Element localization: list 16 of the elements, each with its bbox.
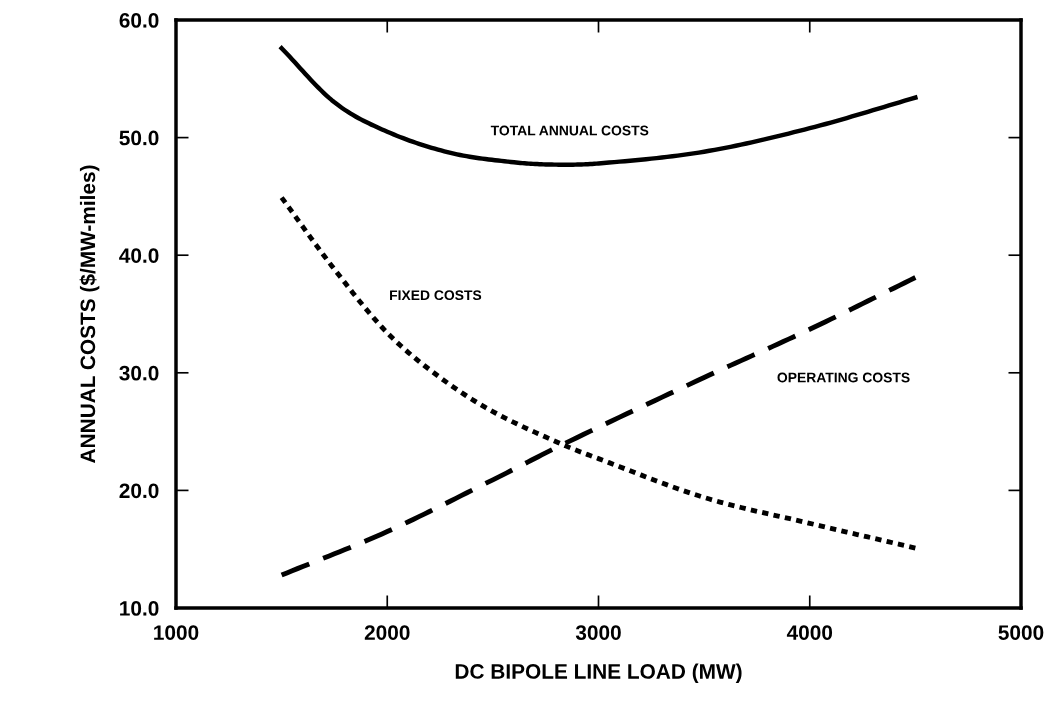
series-label: OPERATING COSTS [777, 372, 910, 383]
y-tick-label: 50.0 [119, 130, 159, 146]
x-tick-label: 3000 [575, 625, 621, 640]
y-tick-label: 60.0 [119, 13, 159, 28]
y-tick-label: 10.0 [120, 601, 159, 616]
x-tick-label: 1000 [154, 625, 199, 640]
x-tick-label: 5000 [998, 625, 1044, 640]
series-label: TOTAL ANNUAL COSTS [490, 125, 649, 136]
x-tick-label: 4000 [786, 625, 833, 640]
x-axis-title: DC BIPOLE LINE LOAD (MW) [455, 663, 742, 683]
x-tick-label: 2000 [364, 625, 410, 640]
y-tick-label: 30.0 [119, 365, 159, 381]
y-tick-label: 20.0 [119, 483, 159, 499]
series-label: FIXED COSTS [390, 290, 482, 301]
y-tick-label: 40.0 [119, 248, 159, 263]
y-axis-title: ANNUAL COSTS ($/MW-miles) [79, 165, 100, 463]
